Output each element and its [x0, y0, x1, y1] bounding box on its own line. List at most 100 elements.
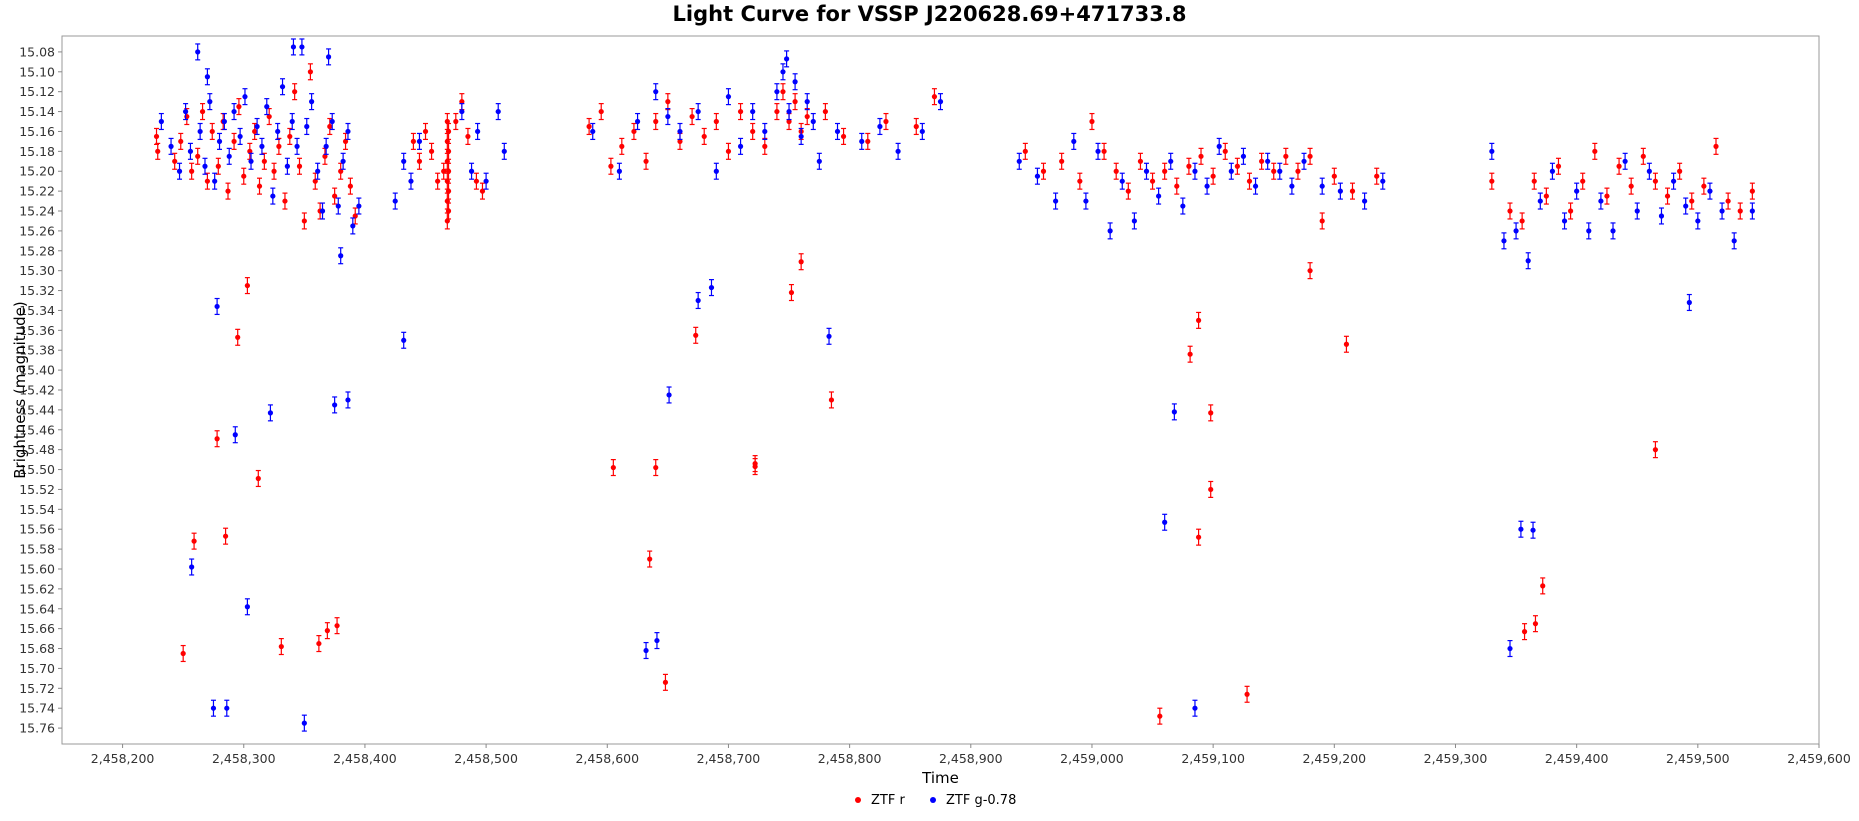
- marker: [895, 148, 901, 154]
- marker: [1610, 228, 1616, 234]
- data-point: [1187, 345, 1193, 363]
- marker: [259, 143, 265, 149]
- marker: [248, 158, 254, 164]
- marker: [1157, 713, 1163, 719]
- data-point: [189, 558, 195, 576]
- marker: [338, 168, 344, 174]
- data-point: [631, 122, 637, 141]
- marker: [1586, 228, 1592, 234]
- marker: [1713, 143, 1719, 149]
- data-point: [441, 162, 447, 180]
- data-point: [267, 404, 274, 422]
- marker: [1374, 173, 1380, 179]
- data-point: [1521, 623, 1528, 641]
- marker: [1295, 168, 1301, 174]
- data-point: [255, 469, 261, 488]
- data-point: [689, 107, 695, 126]
- data-point: [1519, 212, 1525, 230]
- marker: [294, 143, 300, 149]
- data-point: [244, 598, 250, 616]
- data-point: [292, 83, 298, 101]
- marker: [1195, 317, 1202, 323]
- data-point: [1101, 142, 1107, 160]
- marker: [1719, 208, 1725, 214]
- marker: [168, 143, 174, 149]
- marker: [1187, 351, 1193, 357]
- marker: [155, 148, 161, 154]
- data-point: [479, 182, 486, 200]
- marker: [737, 143, 744, 149]
- y-axis: 15.08 15.10 15.12 15.14 15.16 15.18 15.20 15.22…: [19, 44, 62, 736]
- marker: [1319, 183, 1325, 189]
- marker: [1664, 193, 1671, 199]
- y-tick-label: 15.62: [19, 581, 55, 596]
- data-point: [1701, 177, 1707, 195]
- marker: [1101, 148, 1107, 154]
- data-point: [1537, 192, 1543, 210]
- marker: [184, 113, 190, 120]
- x-tick-label: 2,459,000: [1060, 751, 1124, 766]
- marker: [1695, 218, 1701, 224]
- data-point: [422, 122, 429, 141]
- data-point: [1731, 232, 1737, 250]
- data-point: [1713, 137, 1719, 155]
- data-point: [445, 202, 452, 220]
- marker: [221, 118, 227, 125]
- marker: [278, 643, 284, 650]
- data-point: [1186, 157, 1192, 175]
- marker: [214, 303, 220, 310]
- data-point: [1380, 172, 1386, 190]
- data-point: [1586, 222, 1592, 240]
- data-point: [290, 38, 297, 56]
- data-point: [1507, 639, 1513, 658]
- marker: [296, 163, 303, 169]
- data-point: [316, 635, 322, 653]
- marker: [931, 94, 938, 100]
- marker: [786, 108, 792, 115]
- marker: [1162, 168, 1168, 174]
- data-point: [401, 331, 407, 349]
- data-point: [774, 103, 780, 121]
- marker: [774, 108, 780, 115]
- marker: [445, 128, 452, 135]
- y-tick-label: 15.32: [19, 283, 55, 298]
- data-point: [222, 527, 229, 545]
- data-point: [1040, 162, 1047, 180]
- data-point: [598, 103, 604, 121]
- data-point: [1168, 152, 1174, 170]
- data-point: [199, 103, 206, 121]
- marker: [195, 153, 201, 159]
- data-point: [1540, 577, 1546, 595]
- marker: [1208, 410, 1214, 416]
- x-tick-label: 2,459,600: [1787, 751, 1851, 766]
- y-tick-label: 15.38: [19, 343, 55, 358]
- marker: [610, 464, 616, 471]
- data-point: [231, 103, 237, 121]
- data-point: [261, 152, 267, 170]
- data-point: [204, 172, 211, 190]
- marker: [1362, 198, 1368, 204]
- data-point: [1107, 222, 1113, 240]
- marker: [1246, 178, 1253, 184]
- data-point: [1331, 167, 1337, 185]
- marker: [1622, 158, 1628, 164]
- data-point: [1137, 152, 1144, 170]
- data-point: [1208, 404, 1214, 422]
- marker: [408, 178, 414, 184]
- marker: [231, 108, 237, 115]
- data-point: [178, 132, 184, 150]
- data-point: [248, 152, 254, 170]
- marker: [1289, 183, 1295, 189]
- y-tick-label: 15.70: [19, 661, 55, 676]
- data-point: [1071, 132, 1077, 150]
- marker: [883, 118, 889, 125]
- marker: [634, 118, 641, 125]
- data-point: [204, 68, 211, 86]
- marker: [1521, 629, 1528, 635]
- marker: [207, 99, 213, 105]
- data-point: [1561, 212, 1568, 230]
- marker: [1040, 168, 1047, 174]
- data-point: [780, 83, 786, 101]
- marker: [1513, 228, 1519, 234]
- marker: [215, 163, 221, 169]
